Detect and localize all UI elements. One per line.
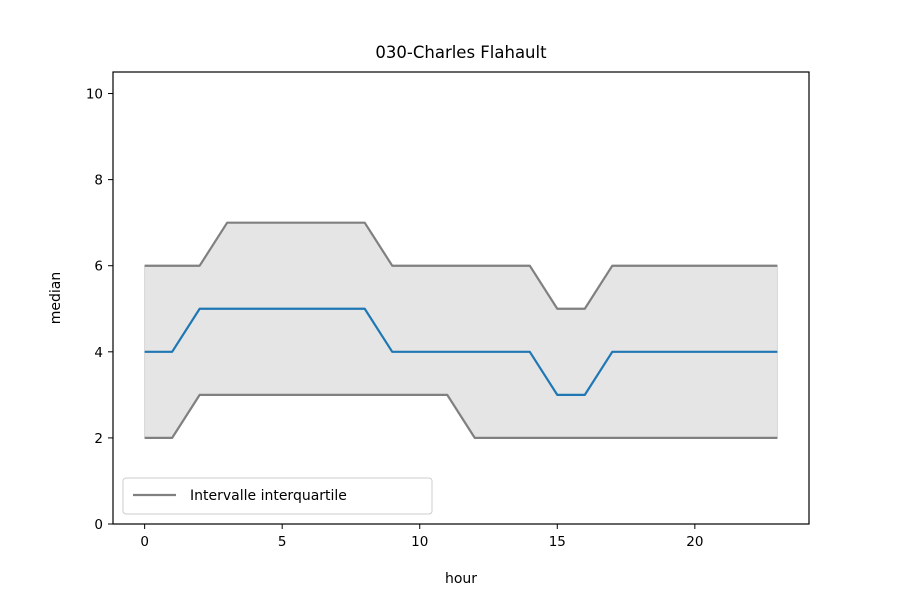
y-tick-label: 6	[94, 259, 103, 275]
legend-box	[122, 477, 433, 515]
x-tick-label: 5	[278, 534, 287, 550]
y-axis: 0 2 4 6 8 10	[86, 87, 113, 533]
series-line-median	[144, 307, 778, 396]
legend-label: Intervalle interquartile	[190, 488, 347, 504]
series-line-q3	[144, 221, 778, 310]
y-tick-label: 0	[94, 517, 103, 533]
x-tick-label: 10	[411, 534, 428, 550]
y-tick-label: 4	[94, 345, 103, 361]
series-lines-layer	[144, 221, 778, 440]
y-tick-label: 2	[94, 431, 103, 447]
series-line-q1	[144, 393, 778, 440]
y-axis-label: median	[48, 272, 64, 324]
plot-frame	[112, 71, 810, 525]
x-tick-label: 15	[549, 534, 566, 550]
x-axis: 0 5 10 15 20	[140, 524, 703, 550]
chart-title: 030-Charles Flahault	[375, 43, 547, 62]
x-axis-label: hour	[445, 571, 477, 587]
legend: Intervalle interquartile	[122, 477, 433, 515]
x-tick-label: 20	[686, 534, 703, 550]
y-tick-label: 8	[94, 173, 103, 189]
x-tick-label: 0	[140, 534, 149, 550]
y-tick-label: 10	[86, 87, 103, 103]
